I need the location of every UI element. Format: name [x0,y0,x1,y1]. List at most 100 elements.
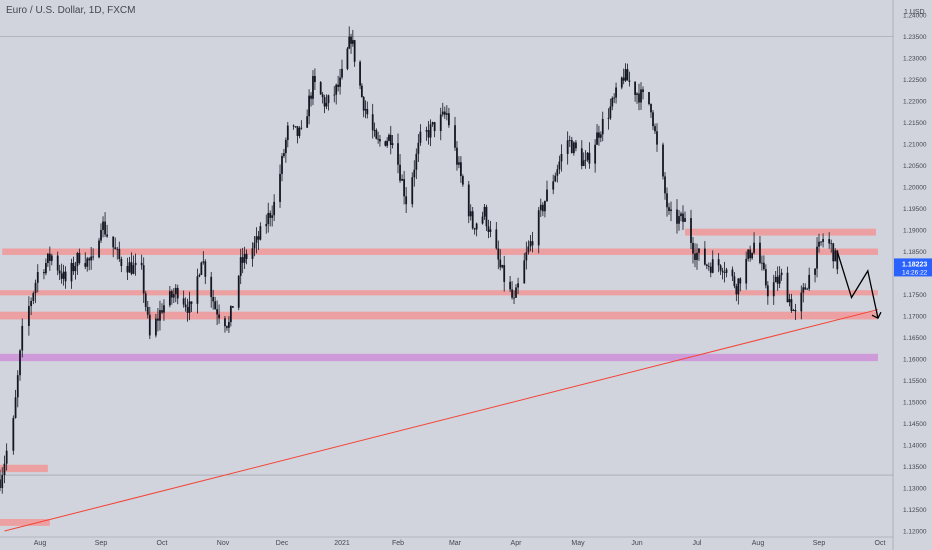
projection-path[interactable] [836,251,879,319]
candle-body-2021-05-20 [613,97,616,99]
candle-body-2020-08-24 [84,263,87,267]
y-tick-label-1.15500: 1.15500 [903,378,927,385]
candle-body-2020-11-24 [267,213,270,225]
candle-body-2020-11-26 [271,215,274,218]
trendline[interactable] [4,309,879,532]
y-tick-label-1.23000: 1.23000 [903,56,927,63]
candle-body-2021-07-21 [735,286,738,295]
candle-body-2020-12-24 [325,103,328,107]
candle-body-2021-06-11 [656,131,658,145]
zone-2[interactable] [0,290,878,296]
candle-body-2020-12-21 [319,82,322,95]
candle-body-2020-11-11 [241,257,244,263]
candle-body-2020-10-12 [182,298,185,305]
candle-body-2020-07-28 [30,300,33,307]
zone-6[interactable] [0,518,50,526]
candle-body-2021-09-10 [836,250,839,270]
candle-body-2020-07-24 [21,325,24,351]
candle-body-2021-02-15 [425,130,428,132]
candle-body-2021-02-22 [439,114,442,132]
candle-body-2021-07-02 [698,248,700,253]
projection-arrow-icon [871,311,882,320]
y-tick-label-1.14000: 1.14000 [903,443,927,450]
candle-body-2021-05-28 [628,80,631,82]
candle-body-2020-07-31 [36,272,39,283]
y-tick-label-1.22000: 1.22000 [903,99,927,106]
y-tick-label-1.19500: 1.19500 [903,206,927,213]
zone-3[interactable] [0,311,878,320]
candle-body-2021-08-16 [786,272,789,303]
candle-body-2021-02-09 [413,169,416,178]
candle-body-2021-04-12 [537,210,540,246]
candle-body-2021-02-26 [447,113,450,126]
candle-body-2021-03-10 [471,211,474,229]
x-tick-label-dec-4: Dec [276,540,289,547]
candle-body-2021-04-02 [517,283,519,288]
candle-body-2021-01-07 [351,40,354,44]
candle-body-2021-06-18 [670,209,672,212]
candle-body-2020-08-17 [70,262,73,282]
candle-body-2021-08-30 [814,268,816,275]
candle-body-2021-04-15 [544,201,546,212]
zone-0[interactable] [2,248,878,255]
candle-body-2021-05-21 [615,87,617,98]
candle-body-2020-11-06 [231,306,234,308]
candle-body-2021-08-03 [761,262,763,264]
candle-body-2020-10-23 [204,261,207,277]
candle-body-2020-07-30 [34,282,37,294]
candle-body-2021-01-27 [388,134,390,141]
candle-body-2021-05-11 [596,132,598,145]
x-tick-label-sep-1: Sep [95,540,108,547]
candle-body-2021-09-07 [830,243,833,245]
candle-body-2020-08-06 [48,253,51,261]
candle-body-2021-06-03 [640,89,642,103]
candle-body-2021-01-04 [346,48,349,69]
x-tick-label-nov-3: Nov [217,540,230,547]
candle-body-2021-02-04 [403,179,406,197]
candle-body-2021-02-18 [431,122,434,125]
candle-body-2021-05-19 [611,98,614,107]
candle-body-2020-10-08 [174,287,177,295]
candle-body-2021-05-18 [609,106,612,119]
zone-5[interactable] [0,464,48,473]
candle-body-2021-02-12 [419,131,422,143]
candle-body-2021-04-01 [515,287,517,298]
candle-body-2020-12-04 [286,125,289,141]
candle-body-2021-01-18 [371,114,374,131]
candle-body-2021-04-28 [570,140,573,154]
candle-body-2020-08-14 [64,271,67,282]
candle-body-2020-12-29 [335,84,338,95]
candle-body-2021-08-24 [802,287,805,293]
candle-body-2021-08-04 [763,262,765,270]
candle-body-2020-08-12 [60,273,63,279]
zone-4[interactable] [0,353,878,362]
candle-body-2020-11-18 [255,236,258,243]
candle-body-2021-08-09 [772,282,775,297]
candle-body-2020-11-09 [237,275,240,308]
candle-body-2021-02-02 [399,164,401,181]
candle-body-2021-03-24 [499,259,502,268]
candle-body-2021-07-30 [753,242,755,253]
candle-body-2021-07-15 [723,272,726,274]
candle-body-2021-04-06 [525,252,528,261]
candle-body-2020-08-19 [74,266,77,272]
candle-body-2021-03-11 [473,228,476,230]
candle-body-2020-09-24 [146,306,149,315]
candle-body-2021-01-12 [360,85,363,98]
candle-body-2021-03-05 [461,176,464,185]
candle-body-2021-04-23 [560,154,563,162]
candle-body-2021-09-09 [834,250,837,262]
y-tick-label-1.15000: 1.15000 [903,400,927,407]
candle-body-2021-07-19 [731,269,734,277]
candle-body-2020-11-27 [273,201,276,216]
zone-1[interactable] [685,228,876,236]
candle-body-2020-09-18 [134,262,137,266]
x-tick-label-oct-2: Oct [157,540,168,547]
candle-body-2021-08-13 [780,272,783,276]
candle-body-2021-07-29 [751,252,753,259]
candle-body-2021-06-14 [662,144,664,177]
candle-body-2020-08-25 [86,258,89,267]
candle-body-2021-07-08 [709,266,712,273]
